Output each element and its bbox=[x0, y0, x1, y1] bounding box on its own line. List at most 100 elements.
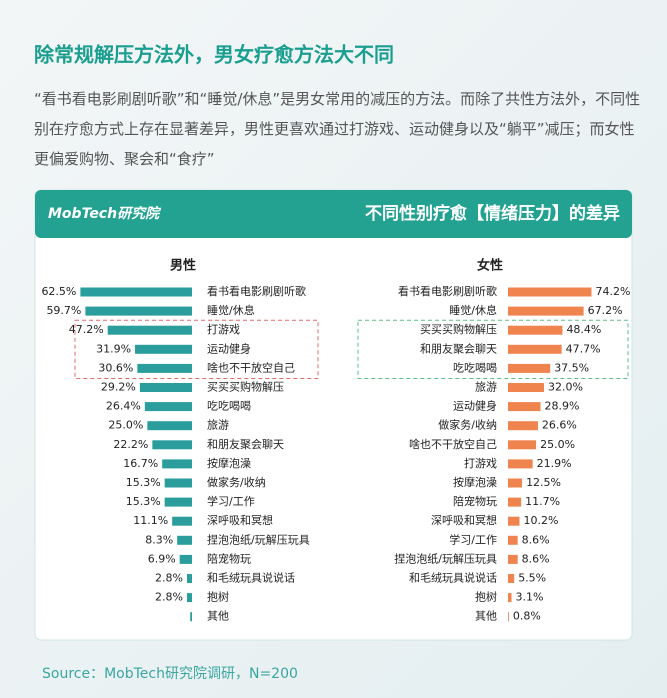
category-label: 打游戏 bbox=[464, 456, 497, 470]
category-label: 陪宠物玩 bbox=[453, 494, 497, 508]
bar bbox=[508, 535, 518, 545]
bar bbox=[135, 344, 192, 354]
value-label: 5.5% bbox=[518, 572, 546, 585]
value-label: 8.3% bbox=[145, 533, 173, 546]
bar bbox=[187, 593, 192, 603]
category-label: 运动健身 bbox=[207, 341, 251, 355]
category-label: 做家务/收纳 bbox=[438, 418, 497, 432]
value-label: 31.9% bbox=[96, 342, 131, 355]
category-label: 和毛绒玩具说说话 bbox=[207, 571, 295, 585]
bar bbox=[164, 478, 192, 488]
bar bbox=[177, 535, 192, 545]
category-label: 陪宠物玩 bbox=[207, 551, 251, 565]
highlight-box bbox=[74, 319, 319, 380]
bar bbox=[162, 459, 192, 469]
value-label: 59.7% bbox=[46, 304, 81, 317]
value-label: 0.8% bbox=[513, 610, 541, 623]
category-label: 买买买购物解压 bbox=[207, 380, 284, 394]
category-label: 抱树 bbox=[475, 590, 497, 604]
bar bbox=[107, 325, 192, 335]
source: Source：MobTech研究院调研，N=200 bbox=[42, 666, 298, 682]
value-label: 10.2% bbox=[523, 514, 558, 527]
bar bbox=[508, 325, 563, 335]
value-label: 32.0% bbox=[548, 381, 583, 394]
category-label: 其他 bbox=[207, 610, 229, 623]
category-label: 睡觉/休息 bbox=[207, 303, 255, 317]
category-label: 打游戏 bbox=[207, 322, 240, 336]
value-label: 26.4% bbox=[106, 400, 141, 413]
value-label: 37.5% bbox=[554, 361, 589, 374]
value-label: 8.6% bbox=[522, 552, 550, 565]
bar bbox=[508, 287, 592, 297]
value-label: 8.6% bbox=[522, 533, 550, 546]
panel-header bbox=[35, 190, 632, 238]
category-label: 其他 bbox=[475, 610, 497, 623]
bar bbox=[508, 421, 538, 431]
bar bbox=[508, 478, 523, 488]
value-label: 15.3% bbox=[126, 476, 161, 489]
category-label: 学习/工作 bbox=[207, 494, 255, 508]
category-label: 按摩泡澡 bbox=[453, 475, 497, 489]
bar bbox=[508, 440, 537, 450]
value-label: 11.7% bbox=[525, 495, 560, 508]
bar bbox=[137, 363, 192, 373]
value-label: 21.9% bbox=[537, 457, 572, 470]
category-label: 吃吃喝喝 bbox=[207, 400, 251, 413]
bar bbox=[508, 459, 533, 469]
value-label: 15.3% bbox=[126, 495, 161, 508]
category-label: 抱树 bbox=[207, 590, 229, 604]
bar bbox=[508, 516, 520, 526]
value-label: 47.2% bbox=[69, 323, 104, 336]
category-label: 学习/工作 bbox=[449, 532, 497, 546]
bar bbox=[508, 344, 562, 354]
value-label: 62.5% bbox=[41, 285, 76, 298]
value-label: 6.9% bbox=[148, 552, 176, 565]
category-label: 深呼吸和冥想 bbox=[431, 513, 497, 527]
bar bbox=[147, 421, 192, 431]
value-label: 2.8% bbox=[155, 572, 183, 585]
category-label: 运动健身 bbox=[453, 399, 497, 413]
bar bbox=[80, 287, 192, 297]
category-label: 做家务/收纳 bbox=[207, 475, 266, 489]
category-label: 和毛绒玩具说说话 bbox=[409, 571, 497, 585]
value-label: 12.5% bbox=[526, 476, 561, 489]
chart-title: 女性 bbox=[477, 258, 503, 274]
value-label: 48.4% bbox=[566, 323, 601, 336]
category-label: 吃吃喝喝 bbox=[453, 361, 497, 374]
bar bbox=[190, 612, 192, 622]
bar bbox=[508, 612, 509, 622]
panel-title: 不同性别疗愈【情绪压力】的差异 bbox=[365, 203, 620, 224]
paragraph: “看书看电影刷剧听歌”和“睡觉/休息”是男女常用的减压的方法。而除了共性方法外，… bbox=[34, 90, 641, 168]
bar bbox=[152, 440, 192, 450]
category-label: 旅游 bbox=[207, 418, 229, 432]
bar bbox=[508, 593, 512, 603]
value-label: 74.2% bbox=[595, 285, 630, 298]
value-label: 47.7% bbox=[566, 342, 601, 355]
bar bbox=[179, 554, 192, 564]
value-label: 28.9% bbox=[545, 400, 580, 413]
value-label: 67.2% bbox=[588, 304, 623, 317]
value-label: 26.6% bbox=[542, 419, 577, 432]
value-label: 25.0% bbox=[108, 419, 143, 432]
bar bbox=[508, 383, 544, 392]
headline: 除常规解压方法外，男女疗愈方法大不同 bbox=[34, 43, 394, 67]
category-label: 捏泡泡纸/玩解压玩具 bbox=[394, 551, 497, 565]
category-label: 啥也不干放空自己 bbox=[207, 360, 295, 374]
chart-title: 男性 bbox=[170, 258, 196, 274]
value-label: 30.6% bbox=[98, 361, 133, 374]
bar bbox=[144, 402, 192, 412]
category-label: 睡觉/休息 bbox=[449, 303, 497, 317]
bar bbox=[508, 363, 551, 373]
category-label: 旅游 bbox=[475, 380, 497, 394]
bar bbox=[508, 402, 541, 412]
category-label: 按摩泡澡 bbox=[207, 456, 251, 470]
value-label: 16.7% bbox=[123, 457, 158, 470]
brand: MobTech研究院 bbox=[48, 205, 162, 222]
value-label: 22.2% bbox=[113, 438, 148, 451]
bar bbox=[187, 574, 192, 583]
category-label: 看书看电影刷剧听歌 bbox=[207, 284, 306, 298]
bar bbox=[139, 383, 192, 392]
category-label: 买买买购物解压 bbox=[420, 322, 497, 336]
